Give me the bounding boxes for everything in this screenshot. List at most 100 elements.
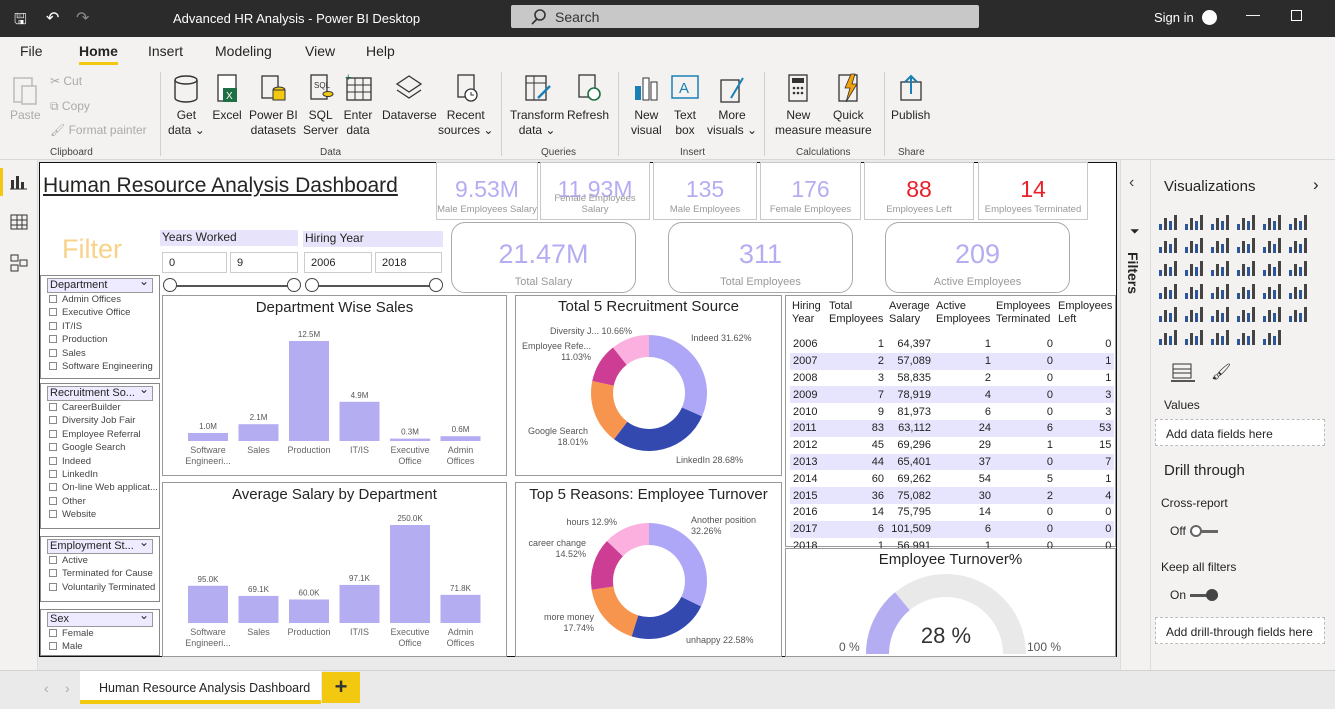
undo-icon[interactable]: ↶ [46,10,60,27]
filters-pane[interactable]: ‹ ⏷ Filters [1120,160,1150,670]
sql-server-button[interactable]: SQL SQL Server [303,72,338,138]
years-worked-max-input[interactable]: 9 [230,252,298,273]
quick-measure-button[interactable]: Quick measure [825,72,872,138]
slicer-option[interactable]: Admin Offices [41,293,159,306]
search-box[interactable]: Search [511,5,979,28]
average-salary-chart[interactable]: Average Salary by Department 95.0K Softwa… [162,482,507,657]
get-data-button[interactable]: Get data ⌄ [168,72,205,138]
menu-home[interactable]: Home [79,43,118,59]
table-row[interactable]: 2014 60 69,262 54 5 1 [790,470,1114,487]
menu-modeling[interactable]: Modeling [215,43,272,59]
menu-view[interactable]: View [305,43,336,59]
sign-in-link[interactable]: Sign in [1154,10,1194,25]
department-sales-chart[interactable]: Department Wise Sales 1.0M Software Engine… [162,295,507,476]
excel-button[interactable]: X Excel [212,72,242,123]
slicer-option[interactable]: Male [41,640,159,653]
slicer-option[interactable]: Active [41,554,159,567]
slicer-dropdown[interactable]: Recruitment So... [47,384,153,401]
slicer-option[interactable]: CareerBuilder [41,401,159,414]
slicer-option[interactable]: Website [41,508,159,521]
save-icon[interactable]: 🖫 [14,11,27,28]
format-brush-icon[interactable]: 🖌 [1211,364,1232,381]
collapse-chevron-icon[interactable]: ‹ [1129,174,1135,191]
enter-data-button[interactable]: + Enter data [343,72,373,137]
publish-button[interactable]: Publish [891,72,930,123]
column-header[interactable]: Average Salary [889,300,930,325]
add-data-fields-well[interactable]: Add data fields here [1155,419,1325,446]
table-row[interactable]: 2013 44 65,401 37 0 7 [790,453,1115,471]
table-row[interactable]: 2009 7 78,919 4 0 3 [790,386,1115,404]
next-page-icon[interactable]: › [65,680,70,696]
add-drill-through-well[interactable]: Add drill-through fields here [1155,617,1325,644]
slicer-option[interactable]: IT/IS [41,320,159,333]
hiring-year-max-input[interactable]: 2018 [375,252,442,273]
slicer-option[interactable]: Executive Office [41,306,159,319]
dataverse-button[interactable]: Dataverse [382,72,437,123]
column-header[interactable]: Hiring Year [792,300,821,325]
years-worked-min-input[interactable]: 0 [162,252,227,273]
column-header[interactable]: Employees Left [1058,300,1113,325]
expand-chevron-icon[interactable]: › [1313,175,1319,194]
power-bi-datasets-button[interactable]: Power BI datasets [249,72,298,138]
data-view-icon[interactable] [10,214,28,230]
cross-report-toggle[interactable]: Off [1170,524,1218,538]
slicer-option[interactable]: On-line Web applicat... [41,481,159,494]
slicer-option[interactable]: Other [41,495,159,508]
menu-help[interactable]: Help [366,43,395,59]
slider-handle-min[interactable] [305,278,319,292]
recruitment-source-chart[interactable]: Total 5 Recruitment Source Indeed 31.62%… [515,295,782,476]
new-visual-button[interactable]: New visual [631,72,662,138]
slicer-option[interactable]: Production [41,333,159,346]
cut-button[interactable]: ✂ Cut [50,74,83,88]
page-tab-active[interactable]: Human Resource Analysis Dashboard [80,671,321,704]
more-visuals-button[interactable]: More visuals ⌄ [707,72,757,138]
slicer-option[interactable]: Employee Referral [41,428,159,441]
table-row[interactable]: 2015 36 75,082 30 2 4 [790,487,1115,504]
column-header[interactable]: Employees Terminated [996,300,1051,325]
restore-icon[interactable] [1291,10,1302,21]
slicer-option[interactable]: Google Search [41,441,159,454]
slicer-option[interactable]: Terminated for Cause [41,567,159,580]
slicer-option[interactable]: Diversity Job Fair [41,414,159,427]
slicer-dropdown[interactable]: Sex [47,610,153,627]
prev-page-icon[interactable]: ‹ [44,680,49,696]
table-row[interactable]: 2007 2 57,089 1 0 1 [790,352,1115,370]
turnover-reasons-chart[interactable]: Top 5 Reasons: Employee Turnover Another… [515,482,782,657]
model-view-icon[interactable] [10,254,28,272]
table-row[interactable]: 2012 45 69,296 29 1 15 [790,437,1114,454]
copy-button[interactable]: ⧉ Copy [50,99,90,113]
menu-file[interactable]: File [20,43,43,59]
table-row[interactable]: 2011 83 63,112 24 6 53 [790,419,1115,437]
slider-handle-min[interactable] [163,278,177,292]
table-row[interactable]: 2017 6 101,509 6 0 0 [790,520,1115,538]
minimize-icon[interactable]: — [1246,6,1260,22]
new-measure-button[interactable]: New measure [775,72,822,138]
slicer-option[interactable]: Sales [41,347,159,360]
slicer-option[interactable]: Indeed [41,455,159,468]
add-page-button[interactable]: + [322,672,360,703]
format-painter-button[interactable]: 🖌 Format painter [50,123,147,137]
table-row[interactable]: 2006 1 64,397 1 0 0 [790,336,1114,353]
column-header[interactable]: Active Employees [936,300,991,325]
visual-type-grid[interactable] [1157,212,1327,352]
keep-filters-toggle[interactable]: On [1170,588,1219,602]
avatar[interactable] [1202,10,1217,25]
slider-handle-max[interactable] [429,278,443,292]
hiring-year-min-input[interactable]: 2006 [304,252,372,273]
slicer-dropdown[interactable]: Department [47,276,153,293]
table-row[interactable]: 2010 9 81,973 6 0 3 [790,403,1114,420]
slicer-option[interactable]: Voluntarily Terminated [41,581,159,594]
paste-button[interactable]: Paste [10,72,41,123]
fields-tab-icon[interactable] [1171,362,1195,382]
text-box-button[interactable]: A Text box [670,72,700,138]
report-view-icon[interactable] [10,174,28,190]
redo-icon[interactable]: ↷ [76,10,90,27]
slicer-option[interactable]: Software Engineering [41,360,159,373]
slicer-dropdown[interactable]: Employment St... [47,537,153,554]
slicer-option[interactable]: LinkedIn [41,468,159,481]
table-row[interactable]: 2016 14 75,795 14 0 0 [790,504,1114,521]
column-header[interactable]: Total Employees [829,300,884,325]
transform-data-button[interactable]: Transform data ⌄ [510,72,564,138]
table-row[interactable]: 2008 3 58,835 2 0 1 [790,370,1114,387]
menu-insert[interactable]: Insert [148,43,184,59]
